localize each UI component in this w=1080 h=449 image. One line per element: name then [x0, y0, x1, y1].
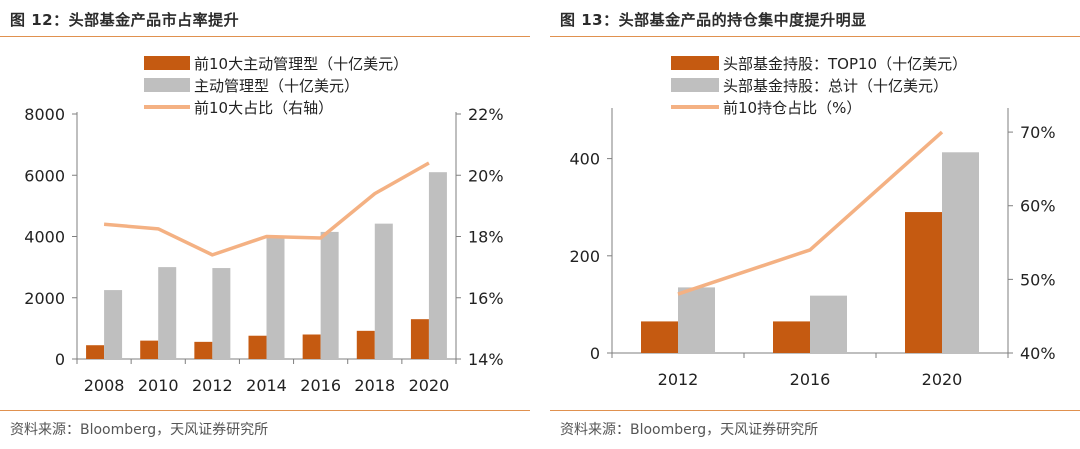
right-tick-label: 16%: [468, 289, 504, 308]
left-tick-label: 0: [55, 350, 65, 369]
x-tick-label: 2016: [790, 370, 831, 389]
source-divider: [550, 410, 1080, 411]
bar: [248, 335, 267, 359]
x-tick-label: 2014: [246, 376, 287, 395]
x-tick-label: 2020: [409, 376, 450, 395]
figure-13-panel: 图 13：头部基金产品的持仓集中度提升明显 头部基金持股：TOP10（十亿美元）…: [550, 0, 1080, 449]
x-tick-label: 2016: [300, 376, 341, 395]
legend-swatch: [671, 78, 719, 92]
right-tick-label: 18%: [468, 228, 504, 247]
legend-swatch: [144, 56, 190, 70]
title-divider: [0, 36, 530, 37]
right-tick-label: 14%: [468, 350, 504, 369]
left-tick-label: 4000: [24, 228, 65, 247]
legend-label: 主动管理型（十亿美元）: [194, 77, 359, 95]
x-tick-label: 2012: [658, 370, 699, 389]
left-tick-label: 2000: [24, 289, 65, 308]
left-tick-label: 400: [569, 150, 600, 169]
x-tick-label: 2012: [192, 376, 233, 395]
bar: [104, 290, 123, 359]
source-divider: [0, 410, 530, 411]
figure-12-panel: 图 12：头部基金产品市占率提升 前10大主动管理型（十亿美元） 主动管理型（十亿…: [0, 0, 530, 449]
legend-label: 头部基金持股：TOP10（十亿美元）: [723, 55, 967, 73]
bar: [212, 268, 231, 359]
figure-title: 图 12：头部基金产品市占率提升: [10, 11, 240, 29]
bar: [942, 152, 979, 353]
bar: [641, 321, 678, 353]
bar: [356, 330, 375, 359]
bar: [374, 223, 393, 359]
chart-svg: 头部基金持股：TOP10（十亿美元） 头部基金持股：总计（十亿美元） 前10持仓占比…: [569, 55, 1056, 389]
left-tick-label: 8000: [24, 105, 65, 124]
market-share-chart: 前10大主动管理型（十亿美元） 主动管理型（十亿美元） 前10大占比（右轴） 0 200…: [0, 37, 530, 413]
right-tick-label: 70%: [1020, 123, 1056, 142]
bar: [302, 334, 321, 359]
title-divider: [550, 36, 1080, 37]
legend-label: 前10大占比（右轴）: [194, 99, 333, 117]
chart-svg: 前10大主动管理型（十亿美元） 主动管理型（十亿美元） 前10大占比（右轴） 0 200…: [24, 55, 504, 395]
source-note: 资料来源：Bloomberg，天风证券研究所: [560, 422, 819, 438]
bar: [320, 231, 339, 359]
x-tick-label: 2018: [354, 376, 395, 395]
legend-label: 前10持仓占比（%）: [723, 99, 861, 117]
series-line: [677, 130, 944, 296]
right-tick-label: 60%: [1020, 197, 1056, 216]
right-tick-label: 22%: [468, 105, 504, 124]
bar: [810, 295, 847, 353]
bar: [410, 319, 429, 359]
right-tick-label: 50%: [1020, 270, 1056, 289]
legend-swatch: [671, 56, 719, 70]
left-tick-label: 6000: [24, 166, 65, 185]
left-tick-label: 0: [590, 344, 600, 363]
x-tick-label: 2008: [84, 376, 125, 395]
right-tick-label: 40%: [1020, 344, 1056, 363]
x-tick-label: 2010: [138, 376, 179, 395]
bar: [86, 345, 105, 359]
legend-swatch: [144, 78, 190, 92]
bar: [905, 212, 942, 353]
bar: [428, 172, 447, 359]
x-tick-label: 2020: [922, 370, 963, 389]
bar: [158, 267, 177, 359]
legend-label: 前10大主动管理型（十亿美元）: [194, 55, 408, 73]
bar: [773, 321, 810, 353]
right-tick-label: 20%: [468, 166, 504, 185]
bar: [194, 341, 213, 359]
bar: [678, 287, 715, 353]
source-note: 资料来源：Bloomberg，天风证券研究所: [10, 422, 269, 438]
legend-label: 头部基金持股：总计（十亿美元）: [723, 77, 948, 95]
bar: [140, 340, 159, 359]
concentration-chart: 头部基金持股：TOP10（十亿美元） 头部基金持股：总计（十亿美元） 前10持仓占比…: [550, 37, 1080, 413]
left-tick-label: 200: [569, 247, 600, 266]
bar: [266, 238, 285, 359]
figure-title: 图 13：头部基金产品的持仓集中度提升明显: [560, 11, 867, 29]
